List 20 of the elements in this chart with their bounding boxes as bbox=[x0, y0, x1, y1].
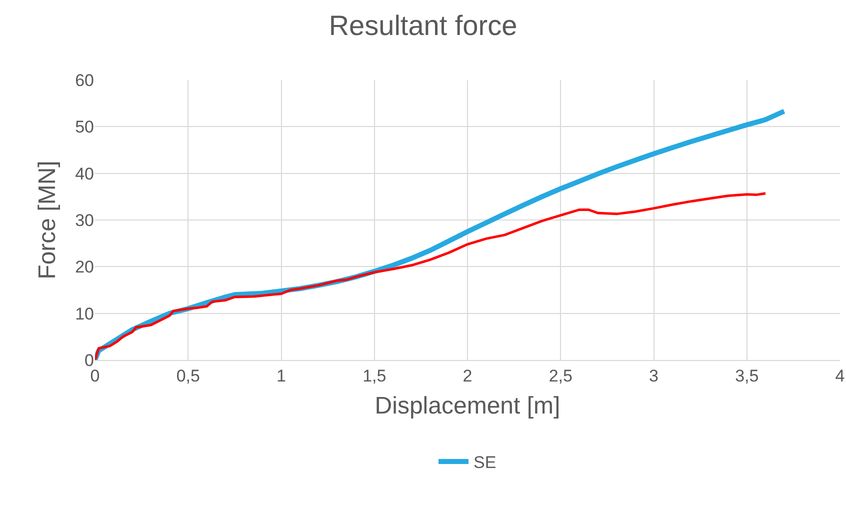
y-axis-title: Force [MN] bbox=[34, 160, 62, 280]
x-tick-label: 2,5 bbox=[548, 366, 572, 386]
x-axis-title: Displacement [m] bbox=[374, 392, 560, 420]
y-tick-label: 30 bbox=[75, 210, 94, 230]
y-tick-label: 10 bbox=[75, 304, 94, 324]
y-tick-label: 20 bbox=[75, 258, 94, 277]
x-tick-label: 0,5 bbox=[176, 366, 200, 386]
x-tick-label: 1,5 bbox=[362, 366, 386, 386]
x-tick-label: 2 bbox=[462, 366, 472, 386]
y-tick-label: 0 bbox=[84, 350, 94, 370]
x-tick-label: 4 bbox=[835, 366, 845, 386]
line-series bbox=[95, 192, 767, 360]
x-tick-label: 1 bbox=[276, 366, 286, 386]
chart-title: Resultant force bbox=[328, 10, 518, 42]
x-tick-label: 3,5 bbox=[735, 366, 759, 386]
y-tick-label: 40 bbox=[75, 164, 94, 184]
legend-label: SE bbox=[474, 453, 496, 472]
y-tick-label: 60 bbox=[75, 70, 94, 90]
y-tick-label: 50 bbox=[75, 118, 94, 137]
x-tick-label: 3 bbox=[649, 366, 658, 386]
